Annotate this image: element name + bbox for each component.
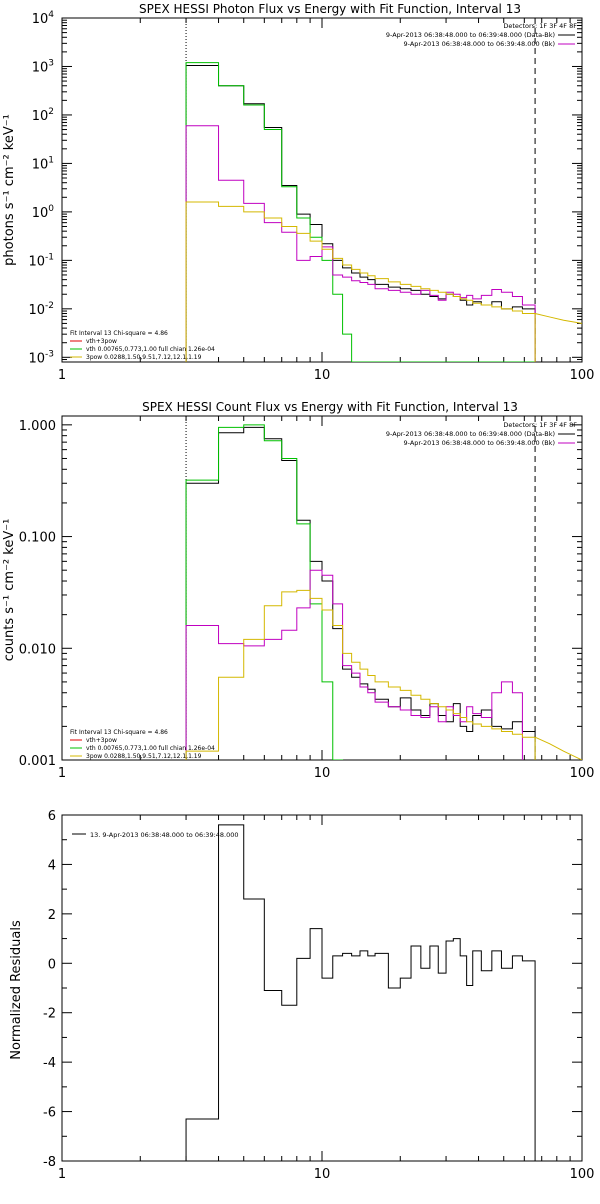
svg-text:photons s⁻¹ cm⁻² keV⁻¹: photons s⁻¹ cm⁻² keV⁻¹ bbox=[2, 114, 17, 266]
photon-y-tick-label: 101 bbox=[32, 155, 54, 172]
count-fit-line-4: 3pow 0.0288,1.50,9.51,7.12,12.1,1.19 bbox=[86, 753, 202, 760]
count-interval-text-1: 9-Apr-2013 06:38:48.000 to 06:39:48.000 … bbox=[386, 430, 555, 438]
photon-flux-panel: SPEX HESSI Photon Flux vs Energy with Fi… bbox=[2, 2, 594, 383]
count-fit-info: Fit Interval 13 Chi-square = 4.86 vth+3p… bbox=[70, 729, 215, 760]
photon-y-tick-base: 10 bbox=[28, 303, 45, 318]
photon-x-tick-label: 10 bbox=[314, 368, 331, 383]
count-y-tick-label: 0.100 bbox=[19, 531, 56, 546]
residuals-y-tick-label: 2 bbox=[48, 908, 56, 923]
photon-y-tick-label: 10-3 bbox=[28, 349, 54, 366]
photon-y-tick-label: 104 bbox=[32, 10, 55, 27]
residuals-y-tick-label: -8 bbox=[43, 1155, 56, 1170]
photon-series-3 bbox=[185, 201, 536, 362]
count-series-4 bbox=[534, 736, 582, 760]
photon-y-tick-label: 10-1 bbox=[28, 252, 54, 269]
photon-y-tick-base: 10 bbox=[32, 157, 49, 172]
photon-y-axis-label: photons s⁻¹ cm⁻² keV⁻¹ bbox=[2, 114, 17, 266]
photon-y-tick-base: 10 bbox=[28, 351, 45, 366]
photon-y-tick-exp: -1 bbox=[45, 252, 54, 262]
svg-text:counts s⁻¹ cm⁻² keV⁻¹: counts s⁻¹ cm⁻² keV⁻¹ bbox=[2, 519, 17, 662]
count-x-tick-label: 100 bbox=[570, 766, 595, 781]
residuals-y-tick-label: 6 bbox=[48, 809, 56, 824]
count-y-tick-label: 0.001 bbox=[19, 754, 56, 769]
photon-y-tick-base: 10 bbox=[32, 109, 49, 124]
photon-fit-line-3: vth 0.00765,0.773,1.00 full chian 1.26e-… bbox=[86, 346, 215, 353]
photon-y-tick-base: 10 bbox=[32, 60, 49, 75]
photon-y-tick-base: 10 bbox=[32, 206, 49, 221]
count-series-2 bbox=[185, 569, 536, 760]
count-fit-line-2: vth+3pow bbox=[86, 737, 117, 744]
residuals-y-tick-label: -4 bbox=[43, 1056, 56, 1071]
photon-series-0 bbox=[185, 64, 536, 362]
photon-y-tick-exp: 1 bbox=[48, 155, 54, 165]
photon-y-tick-base: 10 bbox=[28, 254, 45, 269]
photon-fit-line-2: vth+3pow bbox=[86, 338, 117, 345]
photon-panel-title: SPEX HESSI Photon Flux vs Energy with Fi… bbox=[139, 2, 521, 16]
residuals-x-tick-label: 100 bbox=[570, 1167, 595, 1182]
residuals-y-axis-label: Normalized Residuals bbox=[9, 920, 24, 1060]
count-y-tick-label: 0.010 bbox=[19, 642, 56, 657]
photon-y-tick-exp: 0 bbox=[48, 204, 54, 214]
photon-series-1 bbox=[185, 62, 536, 362]
photon-interval-text-2: 9-Apr-2013 06:38:48.000 to 06:39:48.000 … bbox=[404, 40, 555, 48]
count-plot-area bbox=[185, 416, 582, 760]
count-series-1 bbox=[185, 424, 536, 760]
residuals-x-tick-label: 10 bbox=[314, 1167, 331, 1182]
photon-fit-info: Fit Interval 13 Chi-square = 4.86 vth+3p… bbox=[70, 330, 215, 361]
photon-y-tick-label: 103 bbox=[32, 58, 54, 75]
residuals-plot-frame bbox=[61, 814, 583, 1162]
photon-y-tick-exp: -3 bbox=[45, 349, 54, 359]
photon-series-2 bbox=[185, 125, 536, 362]
photon-plot-area bbox=[185, 18, 582, 362]
photon-series-4 bbox=[534, 313, 582, 324]
count-series-0 bbox=[185, 426, 536, 760]
count-x-tick-label: 10 bbox=[314, 766, 331, 781]
count-panel-title: SPEX HESSI Count Flux vs Energy with Fit… bbox=[142, 400, 518, 414]
count-flux-panel: SPEX HESSI Count Flux vs Energy with Fit… bbox=[2, 400, 594, 781]
count-y-axis-label: counts s⁻¹ cm⁻² keV⁻¹ bbox=[2, 519, 17, 662]
photon-y-tick-exp: 4 bbox=[48, 10, 54, 20]
photon-y-tick-label: 10-2 bbox=[28, 301, 54, 318]
residuals-series-0 bbox=[185, 824, 536, 1161]
count-fit-line-3: vth 0.00765,0.773,1.00 full chian 1.26e-… bbox=[86, 745, 215, 752]
residuals-panel: Normalized Residuals 1 10 100-8-6-4-20246 … bbox=[9, 809, 594, 1182]
residuals-y-tick-label: -2 bbox=[43, 1007, 56, 1022]
residuals-legend: 13. 9-Apr-2013 06:38:48.000 to 06:39:48.… bbox=[72, 831, 239, 839]
residuals-x-tick-label: 1 bbox=[58, 1167, 66, 1182]
photon-y-tick-label: 100 bbox=[32, 204, 55, 221]
photon-plot-frame bbox=[61, 17, 583, 363]
count-header: Detectors: 1F 3F 4F 8F 9-Apr-2013 06:38:… bbox=[386, 421, 577, 447]
count-series-3 bbox=[185, 589, 536, 760]
count-fit-line-1: Fit Interval 13 Chi-square = 4.86 bbox=[70, 729, 168, 736]
photon-detectors-text: Detectors: 1F 3F 4F 8F bbox=[503, 22, 577, 30]
residuals-y-tick-label: 4 bbox=[48, 858, 56, 873]
photon-header: Detectors: 1F 3F 4F 8F 9-Apr-2013 06:38:… bbox=[386, 22, 577, 48]
photon-interval-text-1: 9-Apr-2013 06:38:48.000 to 06:39:48.000 … bbox=[386, 31, 555, 39]
photon-x-tick-label: 100 bbox=[570, 368, 595, 383]
photon-x-tick-label: 1 bbox=[58, 368, 66, 383]
count-tick-layer: 1 10 100 0.001 0.010 0.100 1.000 bbox=[19, 415, 595, 781]
count-x-tick-label: 1 bbox=[58, 766, 66, 781]
residuals-plot-area bbox=[185, 824, 536, 1161]
photon-y-tick-exp: 3 bbox=[48, 58, 54, 68]
count-y-tick-label: 1.000 bbox=[19, 419, 56, 434]
photon-y-tick-label: 102 bbox=[32, 107, 54, 124]
photon-y-tick-exp: -2 bbox=[45, 301, 54, 311]
photon-y-tick-base: 10 bbox=[32, 12, 49, 27]
residuals-legend-label: 13. 9-Apr-2013 06:38:48.000 to 06:39:48.… bbox=[90, 831, 239, 839]
residuals-y-tick-label: -6 bbox=[43, 1106, 56, 1121]
count-plot-frame bbox=[61, 415, 583, 761]
photon-fit-line-1: Fit Interval 13 Chi-square = 4.86 bbox=[70, 330, 168, 337]
photon-fit-line-4: 3pow 0.0288,1.50,9.51,7.12,12.1,1.19 bbox=[86, 354, 202, 361]
photon-y-tick-exp: 2 bbox=[48, 107, 54, 117]
count-interval-text-2: 9-Apr-2013 06:38:48.000 to 06:39:48.000 … bbox=[404, 439, 555, 447]
svg-text:Normalized Residuals: Normalized Residuals bbox=[9, 920, 24, 1060]
count-detectors-text: Detectors: 1F 3F 4F 8F bbox=[503, 421, 577, 429]
residuals-tick-layer: 1 10 100 -8 -6 -4 -2 0 2 4 6 bbox=[43, 809, 594, 1182]
residuals-y-tick-label: 0 bbox=[48, 957, 56, 972]
